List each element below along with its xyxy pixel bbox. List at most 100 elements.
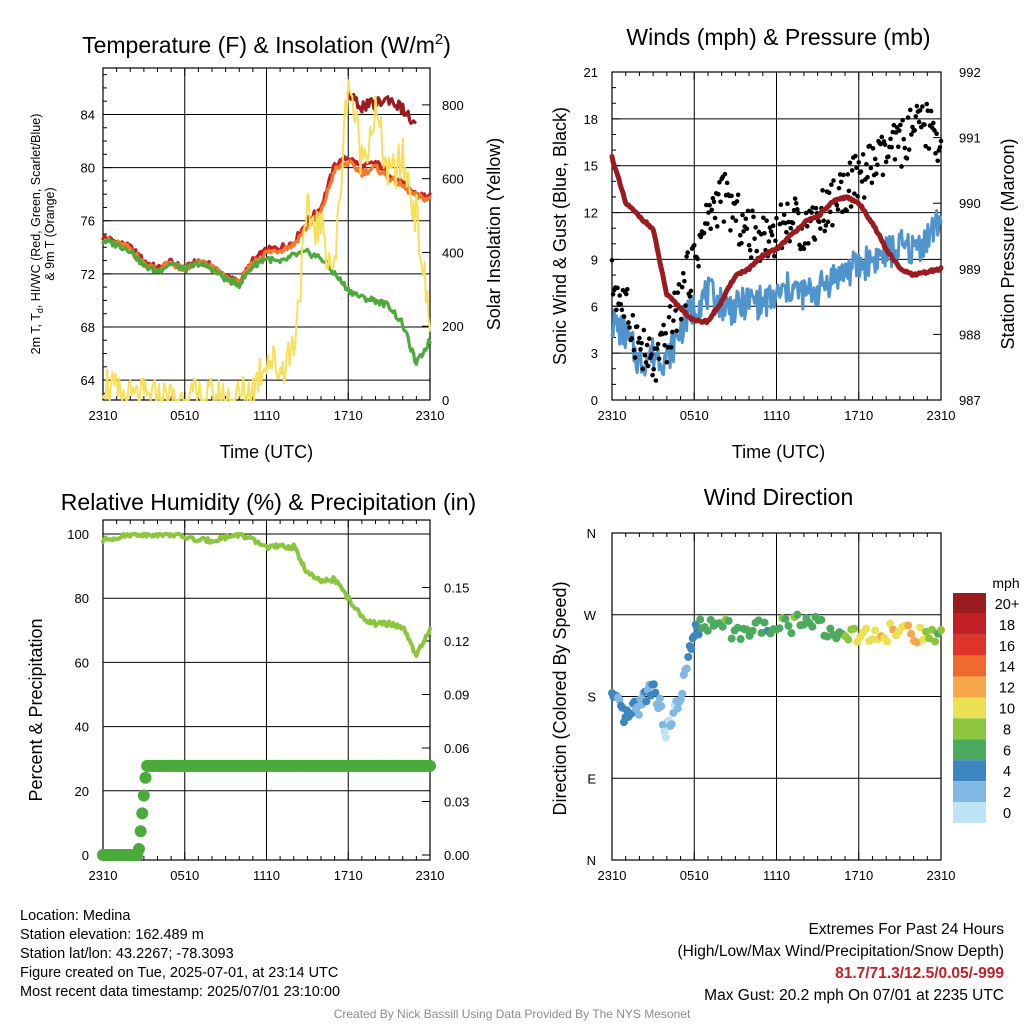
y2-tick-label: 0.12 — [444, 634, 469, 649]
gust-point — [649, 352, 654, 357]
gust-point — [746, 242, 752, 248]
direction-point — [678, 689, 687, 698]
gust-point — [631, 347, 637, 353]
legend-swatch — [953, 613, 986, 635]
x-tick-label: 1110 — [763, 868, 790, 883]
gust-point — [934, 131, 939, 137]
gust-point — [823, 223, 829, 228]
y-tick-label: 0 — [82, 848, 89, 863]
gust-point — [640, 366, 646, 372]
gust-point — [650, 372, 655, 378]
gust-point — [784, 230, 789, 235]
gust-point — [625, 286, 630, 292]
gust-point — [730, 215, 735, 220]
y-tick-label: 80 — [75, 591, 89, 606]
legend-swatch — [953, 655, 986, 677]
gust-point — [714, 224, 720, 229]
extremes-title: Extremes For Past 24 Hours — [808, 921, 1004, 938]
gust-point — [847, 160, 853, 166]
gust-point — [898, 122, 903, 128]
direction-point — [817, 615, 826, 624]
x-tick-label: 2310 — [927, 868, 956, 883]
gust-point — [781, 212, 787, 217]
gust-point — [639, 340, 644, 346]
direction-point — [775, 624, 784, 633]
gust-point — [668, 345, 674, 350]
gust-point — [651, 366, 656, 372]
y-axis-label: Sonic Wind & Gust (Blue, Black) — [550, 107, 570, 365]
gust-point — [860, 152, 866, 157]
gust-point — [931, 120, 936, 126]
precip-point — [136, 807, 149, 820]
gust-point — [812, 237, 818, 242]
gust-point — [917, 108, 923, 113]
legend-label: 0 — [1003, 806, 1011, 822]
gust-point — [849, 168, 855, 173]
gust-point — [630, 313, 636, 318]
station-info: Location: Medina Station elevation: 162.… — [20, 907, 340, 1002]
gust-point — [609, 258, 615, 263]
plot-frame — [102, 519, 431, 861]
gust-point — [752, 236, 757, 241]
direction-point — [696, 615, 705, 624]
legend-label: 8 — [1003, 722, 1011, 738]
gust-point — [704, 202, 709, 208]
gust-point — [861, 195, 867, 200]
chart-title: Wind Direction — [704, 484, 854, 510]
legend-swatch — [953, 802, 986, 823]
gust-point — [748, 255, 754, 260]
y-tick-label: 12 — [584, 206, 598, 221]
gust-point — [665, 345, 671, 350]
direction-point — [862, 624, 871, 633]
y-tick-label: N — [587, 526, 596, 541]
gust-point — [902, 145, 908, 151]
direction-point — [916, 623, 925, 632]
gust-point — [795, 207, 800, 212]
gust-point — [621, 314, 627, 319]
gust-point — [928, 108, 934, 114]
gust-point — [818, 226, 823, 231]
gust-point — [892, 157, 898, 162]
gust-point — [900, 117, 905, 123]
direction-point — [651, 688, 660, 697]
direction-point — [724, 616, 733, 625]
y2-tick-label: 800 — [442, 98, 464, 113]
gust-point — [844, 208, 849, 214]
y-tick-label: 9 — [591, 252, 598, 267]
gust-point — [870, 146, 876, 151]
x-tick-label: 1710 — [844, 408, 873, 423]
y2-tick-label: 0.09 — [444, 688, 469, 703]
legend-swatch — [953, 781, 986, 802]
legend-swatch — [953, 593, 986, 614]
direction-point — [925, 634, 934, 643]
max-gust-text: Max Gust: 20.2 mph On 07/01 at 2235 UTC — [704, 987, 1004, 1004]
gust-point — [662, 343, 667, 348]
direction-point — [661, 733, 670, 742]
gust-point — [614, 307, 619, 313]
legend-swatch — [953, 697, 986, 719]
gust-point — [846, 188, 852, 194]
gust-point — [644, 342, 650, 348]
gust-point — [634, 324, 640, 329]
gust-point — [809, 210, 814, 215]
chart-panel-temp: 2310 0510 1110 1710 2310 64 68 72 76 80 84 0 200 400 6… — [29, 31, 504, 462]
y2-tick-label: 991 — [959, 131, 981, 146]
precip-point — [132, 843, 145, 856]
gust-point — [923, 143, 928, 149]
gust-point — [673, 308, 678, 313]
direction-point — [682, 664, 691, 673]
gust-point — [778, 202, 784, 207]
gust-point — [875, 162, 880, 168]
gust-point — [838, 179, 844, 185]
x-tick-label: 1110 — [253, 408, 280, 423]
direction-point — [787, 629, 796, 638]
gust-point — [827, 209, 833, 215]
latlon-text: Station lat/lon: 43.2267; -78.3093 — [20, 946, 234, 962]
direction-point — [784, 621, 793, 630]
y-axis-label: Direction (Colored By Speed) — [550, 581, 570, 815]
gust-point — [617, 293, 622, 298]
gust-point — [935, 158, 941, 164]
gust-point — [682, 278, 687, 284]
gust-point — [646, 336, 652, 341]
gust-point — [821, 218, 826, 224]
